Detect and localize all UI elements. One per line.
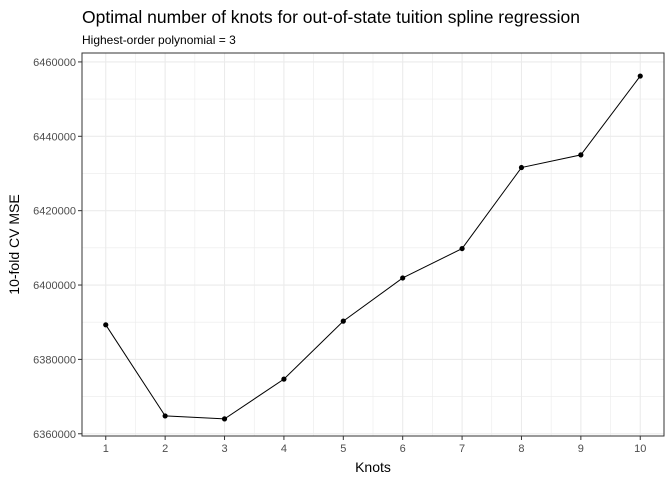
y-axis-title: 10-fold CV MSE: [6, 194, 22, 294]
data-point-knots-9: [578, 152, 584, 158]
x-tick-label: 10: [634, 443, 646, 455]
major-gridlines: [82, 53, 664, 436]
y-tick-label: 6380000: [33, 354, 76, 366]
data-point-knots-5: [340, 318, 346, 324]
x-tick-label: 8: [518, 443, 524, 455]
chart-subtitle: Highest-order polynomial = 3: [82, 33, 236, 47]
y-tick-label: 6400000: [33, 280, 76, 292]
x-tick-label: 1: [103, 443, 109, 455]
x-tick-label: 2: [162, 443, 168, 455]
x-tick-label: 5: [340, 443, 346, 455]
data-point-knots-3: [221, 416, 228, 422]
data-point-knots-2: [162, 413, 168, 419]
x-axis-title: Knots: [355, 459, 391, 475]
data-point-knots-4: [281, 376, 287, 382]
y-axis: 6360000 6380000 6400000 6420000 6440000 64600…: [33, 57, 82, 441]
minor-gridlines: [82, 53, 664, 436]
x-tick-label: 9: [578, 443, 584, 455]
y-tick-label: 6420000: [33, 206, 76, 218]
data-point-knots-8: [518, 164, 525, 171]
data-point-knots-6: [400, 275, 406, 281]
x-tick-label: 3: [221, 443, 227, 455]
y-tick-label: 6360000: [33, 429, 76, 441]
x-tick-label: 7: [459, 443, 465, 455]
x-axis: 1 2 3 4 5 6 7 8 9 10: [103, 436, 646, 455]
y-tick-label: 6460000: [33, 57, 76, 69]
y-tick-label: 6440000: [33, 131, 76, 143]
x-tick-label: 6: [400, 443, 406, 455]
data-point-knots-7: [459, 245, 465, 252]
panel-border: [81, 52, 665, 437]
series-line: [105, 75, 641, 420]
x-tick-label: 4: [281, 443, 287, 455]
data-point-knots-10: [637, 73, 643, 79]
data-point-knots-1: [103, 322, 109, 328]
chart-title: Optimal number of knots for out-of-state…: [82, 7, 580, 27]
series-knots-mse: [103, 73, 643, 422]
